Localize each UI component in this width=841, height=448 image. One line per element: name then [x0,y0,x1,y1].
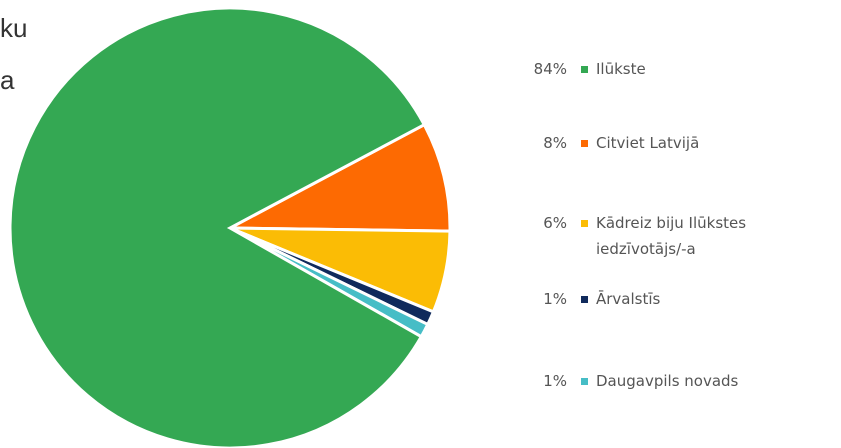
slice-citviet-latvija [229,122,452,233]
legend-label: Daugavpils novads [596,372,739,390]
legend-item-daugavpils-novads: 1% Daugavpils novads [505,368,826,394]
legend-item-arvalstis: 1% Ārvalstīs [505,286,826,312]
legend-label: Kādreiz biju Ilūkstes iedzīvotājs/-a [596,214,747,258]
legend-swatch [581,296,588,303]
title-line-1: ku [0,13,28,43]
legend-percent: 6% [543,214,567,232]
legend-item-ilukste: 84% Ilūkste [505,56,826,82]
legend-percent: 8% [543,134,567,152]
legend-item-kadreiz: 6% Kādreiz biju Ilūkstes iedzīvotājs/-a [505,210,826,262]
legend-label: Ilūkste [596,60,646,78]
pie-chart [8,6,452,448]
slice-ilukste [8,6,427,448]
title-line-2: a [0,65,15,95]
legend-swatch [581,140,588,147]
legend-percent: 84% [533,60,567,78]
legend-swatch [581,378,588,385]
legend-swatch [581,66,588,73]
chart-title-fragment: ku a [0,2,27,106]
legend: 84% Ilūkste 8% Citviet Latvijā 6% Kādrei… [505,0,841,448]
legend-label: Ārvalstīs [596,290,661,308]
legend-percent: 1% [543,290,567,308]
legend-percent: 1% [543,372,567,390]
legend-label: Citviet Latvijā [596,134,700,152]
legend-swatch [581,220,588,227]
legend-item-citviet-latvija: 8% Citviet Latvijā [505,130,826,156]
